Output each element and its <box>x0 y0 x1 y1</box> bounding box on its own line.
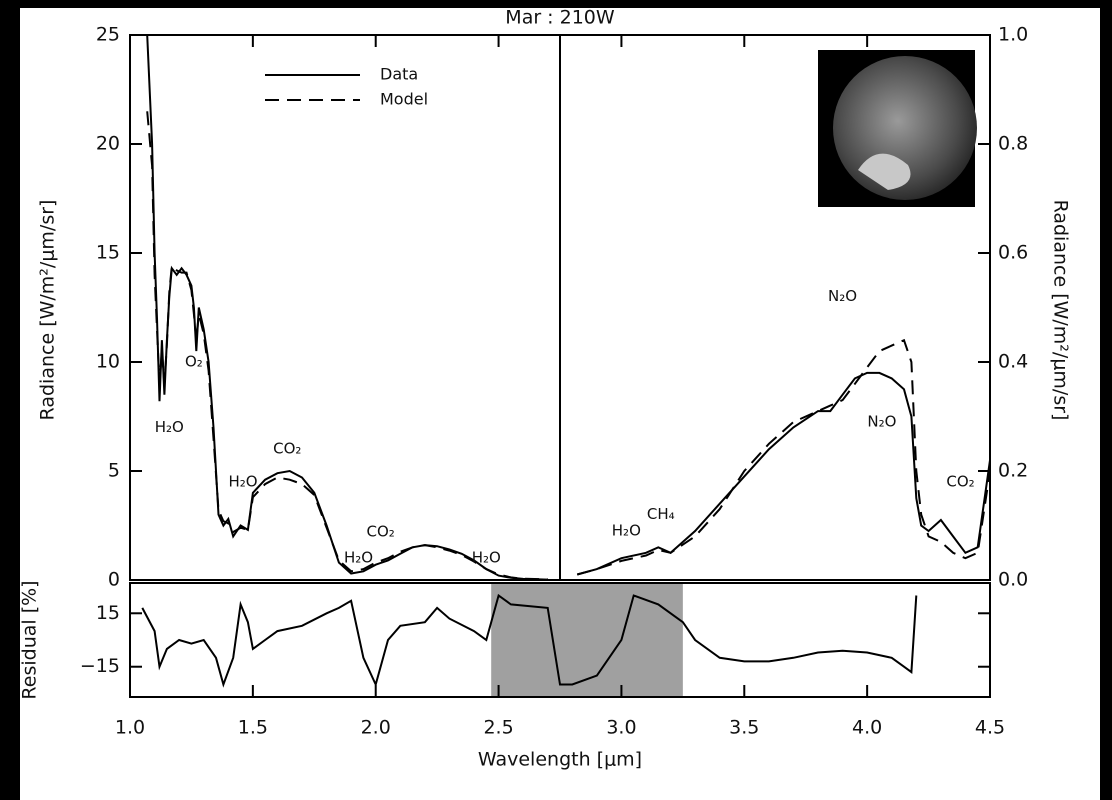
series-group <box>141 593 918 688</box>
annotation: N₂O <box>867 412 896 430</box>
y2-tick-label: 0.8 <box>998 133 1028 155</box>
y2-tick-label: 0.0 <box>998 569 1028 591</box>
y2-tick-label: 0.4 <box>998 351 1028 373</box>
y2-tick-label: 0.6 <box>998 242 1028 264</box>
annotation: H₂O <box>472 549 501 567</box>
residual-frame <box>129 582 991 698</box>
y-axis-label: Radiance [W/m²/μm/sr] <box>37 200 59 421</box>
y-tick-label: 20 <box>96 133 120 155</box>
series-group <box>576 338 990 576</box>
x-tick-label: 2.0 <box>361 717 391 739</box>
annotation: CH₄ <box>647 505 675 523</box>
annotation: N₂O <box>828 287 857 305</box>
x-tick-label: 4.0 <box>852 717 882 739</box>
y2-axis-label: Radiance [W/m²/μm/sr] <box>1050 200 1072 421</box>
legend-label: Model <box>380 90 428 109</box>
chart-title: Mar : 210W <box>505 7 615 29</box>
series-group <box>146 35 548 580</box>
annotation: O₂ <box>185 353 203 371</box>
x-tick-label: 3.5 <box>729 717 759 739</box>
annotation: H₂O <box>228 472 257 490</box>
earth-inset <box>818 50 977 207</box>
x-tick-label: 2.5 <box>483 717 513 739</box>
series-line <box>576 338 990 576</box>
x-axis-label: Wavelength [μm] <box>478 749 642 771</box>
annotation: H₂O <box>344 549 373 567</box>
y-tick-label: 10 <box>96 351 120 373</box>
y-tick-label: −15 <box>80 655 120 677</box>
y-tick-label: 5 <box>108 460 120 482</box>
series-line <box>141 593 918 688</box>
x-tick-label: 1.5 <box>238 717 268 739</box>
x-tick-label: 3.0 <box>606 717 636 739</box>
x-tick-label: 4.5 <box>975 717 1005 739</box>
annotation: CO₂ <box>366 523 394 541</box>
y-tick-label: 25 <box>96 24 120 46</box>
y-tick-label: 15 <box>96 602 120 624</box>
y-tick-label: 15 <box>96 242 120 264</box>
legend-label: Data <box>380 65 418 84</box>
x-tick-label: 1.0 <box>115 717 145 739</box>
series-line <box>146 111 548 580</box>
y2-tick-label: 0.2 <box>998 460 1028 482</box>
annotation: H₂O <box>612 521 641 539</box>
residual-axis-label: Residual [%] <box>19 580 41 699</box>
y2-tick-label: 1.0 <box>998 24 1028 46</box>
annotation: CO₂ <box>273 440 301 458</box>
annotation: CO₂ <box>946 472 974 490</box>
annotation: H₂O <box>155 418 184 436</box>
y-tick-label: 0 <box>108 569 120 591</box>
